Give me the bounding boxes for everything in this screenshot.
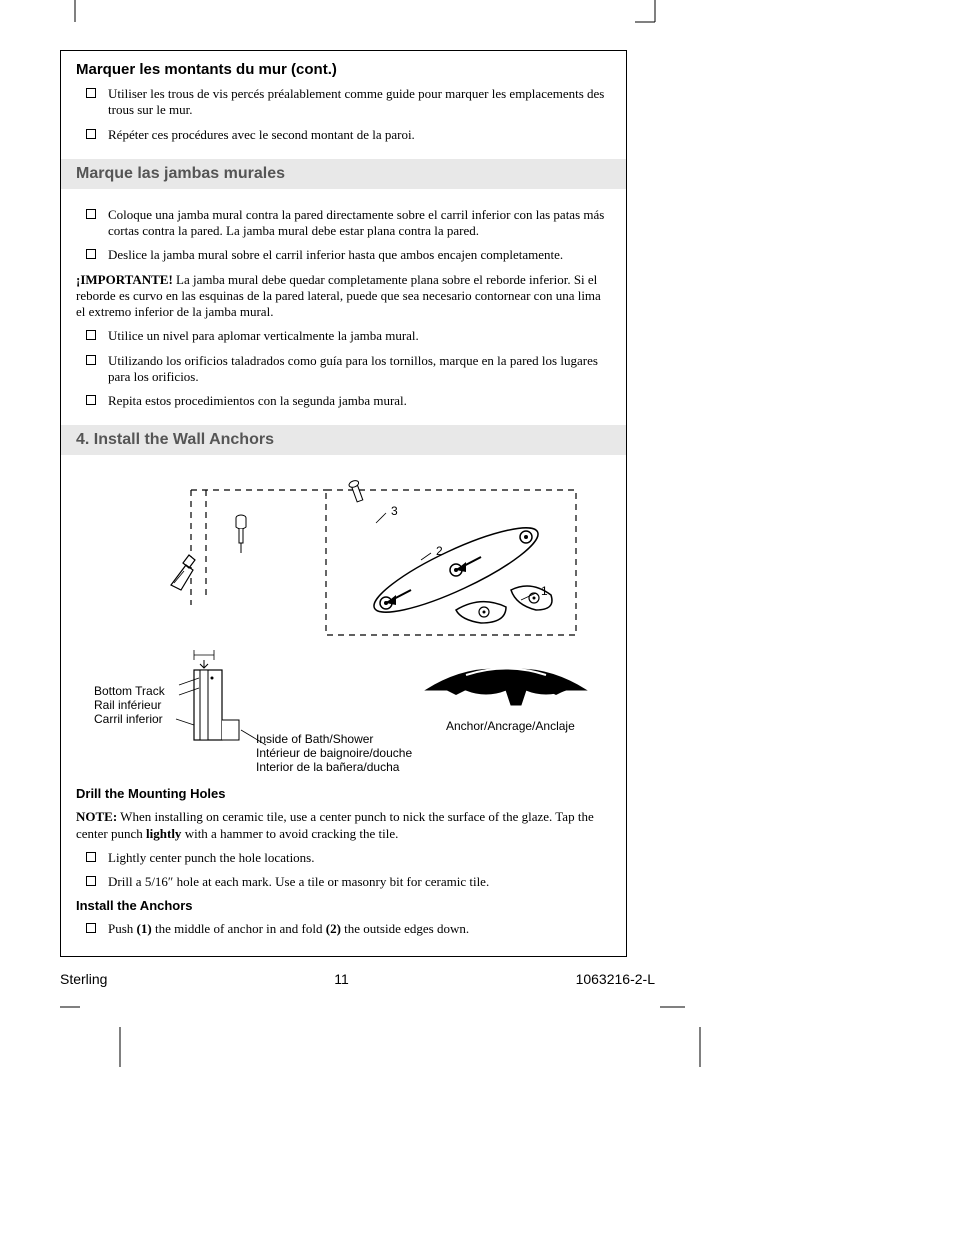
step-1-label: 1 bbox=[541, 584, 548, 598]
page-footer: Sterling 11 1063216-2-L bbox=[60, 971, 655, 987]
list-item: Repita estos procedimientos con la segun… bbox=[86, 393, 611, 409]
inside-es: Interior de la bañera/ducha bbox=[256, 760, 400, 774]
section-fr-heading-area: Marquer les montants du mur (cont.) Util… bbox=[61, 51, 626, 159]
important-note: ¡IMPORTANTE! La jamba mural debe quedar … bbox=[76, 272, 611, 321]
important-label: ¡IMPORTANTE! bbox=[76, 272, 173, 287]
list-item: Coloque una jamba mural contra la pared … bbox=[86, 207, 611, 240]
heading-fr: Marquer les montants du mur (cont.) bbox=[76, 61, 611, 78]
note-text-b: with a hammer to avoid cracking the tile… bbox=[181, 826, 398, 841]
note-label: NOTE: bbox=[76, 809, 117, 824]
top-crop-marks bbox=[0, 0, 954, 40]
install-checklist: Push (1) the middle of anchor in and fol… bbox=[76, 921, 611, 937]
list-item: Drill a 5/16″ hole at each mark. Use a t… bbox=[86, 874, 611, 890]
drill-icon bbox=[171, 555, 195, 590]
bottom-track-es: Carril inferior bbox=[94, 712, 163, 726]
doc-code: 1063216-2-L bbox=[576, 971, 655, 987]
note-lightly: lightly bbox=[146, 826, 181, 841]
section-es-body: Coloque una jamba mural contra la pared … bbox=[61, 189, 626, 426]
punch-icon bbox=[236, 515, 246, 553]
list-item: Utiliser les trous de vis percés préalab… bbox=[86, 86, 611, 119]
bottom-track-en: Bottom Track bbox=[94, 684, 166, 698]
anchor-detail-icon bbox=[426, 669, 586, 706]
tile-note: NOTE: When installing on ceramic tile, u… bbox=[76, 809, 611, 842]
list-item: Push (1) the middle of anchor in and fol… bbox=[86, 921, 611, 937]
es-checklist-b: Utilice un nivel para aplomar verticalme… bbox=[76, 328, 611, 409]
step-3-label: 3 bbox=[391, 504, 398, 518]
list-item: Deslice la jamba mural sobre el carril i… bbox=[86, 247, 611, 263]
brand-text: Sterling bbox=[60, 971, 107, 987]
diagram-area: 3 2 1 Bottom Track Rail inférieur bbox=[61, 455, 626, 955]
drill-holes-heading: Drill the Mounting Holes bbox=[76, 786, 611, 801]
heading-install: 4. Install the Wall Anchors bbox=[76, 431, 611, 449]
inside-fr: Intérieur de baignoire/douche bbox=[256, 746, 412, 760]
jamb-profile-icon bbox=[179, 650, 239, 740]
step-2-label: 2 bbox=[436, 544, 443, 558]
section-es-heading-bar: Marque las jambas murales bbox=[61, 159, 626, 189]
step-two-ref: (2) bbox=[326, 921, 341, 936]
list-item: Utilizando los orificios taladrados como… bbox=[86, 353, 611, 386]
list-item: Utilice un nivel para aplomar verticalme… bbox=[86, 328, 611, 344]
install-diagram: 3 2 1 Bottom Track Rail inférieur bbox=[76, 475, 611, 775]
list-item: Lightly center punch the hole locations. bbox=[86, 850, 611, 866]
page-container: Marquer les montants du mur (cont.) Util… bbox=[0, 0, 954, 1112]
install-anchors-heading: Install the Anchors bbox=[76, 898, 611, 913]
document-box: Marquer les montants du mur (cont.) Util… bbox=[60, 50, 627, 957]
es-checklist-a: Coloque una jamba mural contra la pared … bbox=[76, 207, 611, 264]
section-install-heading-bar: 4. Install the Wall Anchors bbox=[61, 425, 626, 455]
step-one-ref: (1) bbox=[137, 921, 152, 936]
mid-text: the middle of anchor in and fold bbox=[152, 921, 326, 936]
end-text: the outside edges down. bbox=[341, 921, 469, 936]
list-item: Répéter ces procédures avec le second mo… bbox=[86, 127, 611, 143]
bottom-track-fr: Rail inférieur bbox=[94, 698, 161, 712]
heading-es: Marque las jambas murales bbox=[76, 165, 611, 183]
anchor-label: Anchor/Ancrage/Anclaje bbox=[446, 719, 575, 733]
anchor-steps-icon bbox=[348, 480, 552, 627]
page-number: 11 bbox=[334, 971, 349, 987]
inside-en: Inside of Bath/Shower bbox=[256, 732, 373, 746]
fr-checklist: Utiliser les trous de vis percés préalab… bbox=[76, 86, 611, 143]
push-text: Push bbox=[108, 921, 137, 936]
drill-checklist: Lightly center punch the hole locations.… bbox=[76, 850, 611, 891]
bottom-crop-marks bbox=[45, 997, 954, 1067]
